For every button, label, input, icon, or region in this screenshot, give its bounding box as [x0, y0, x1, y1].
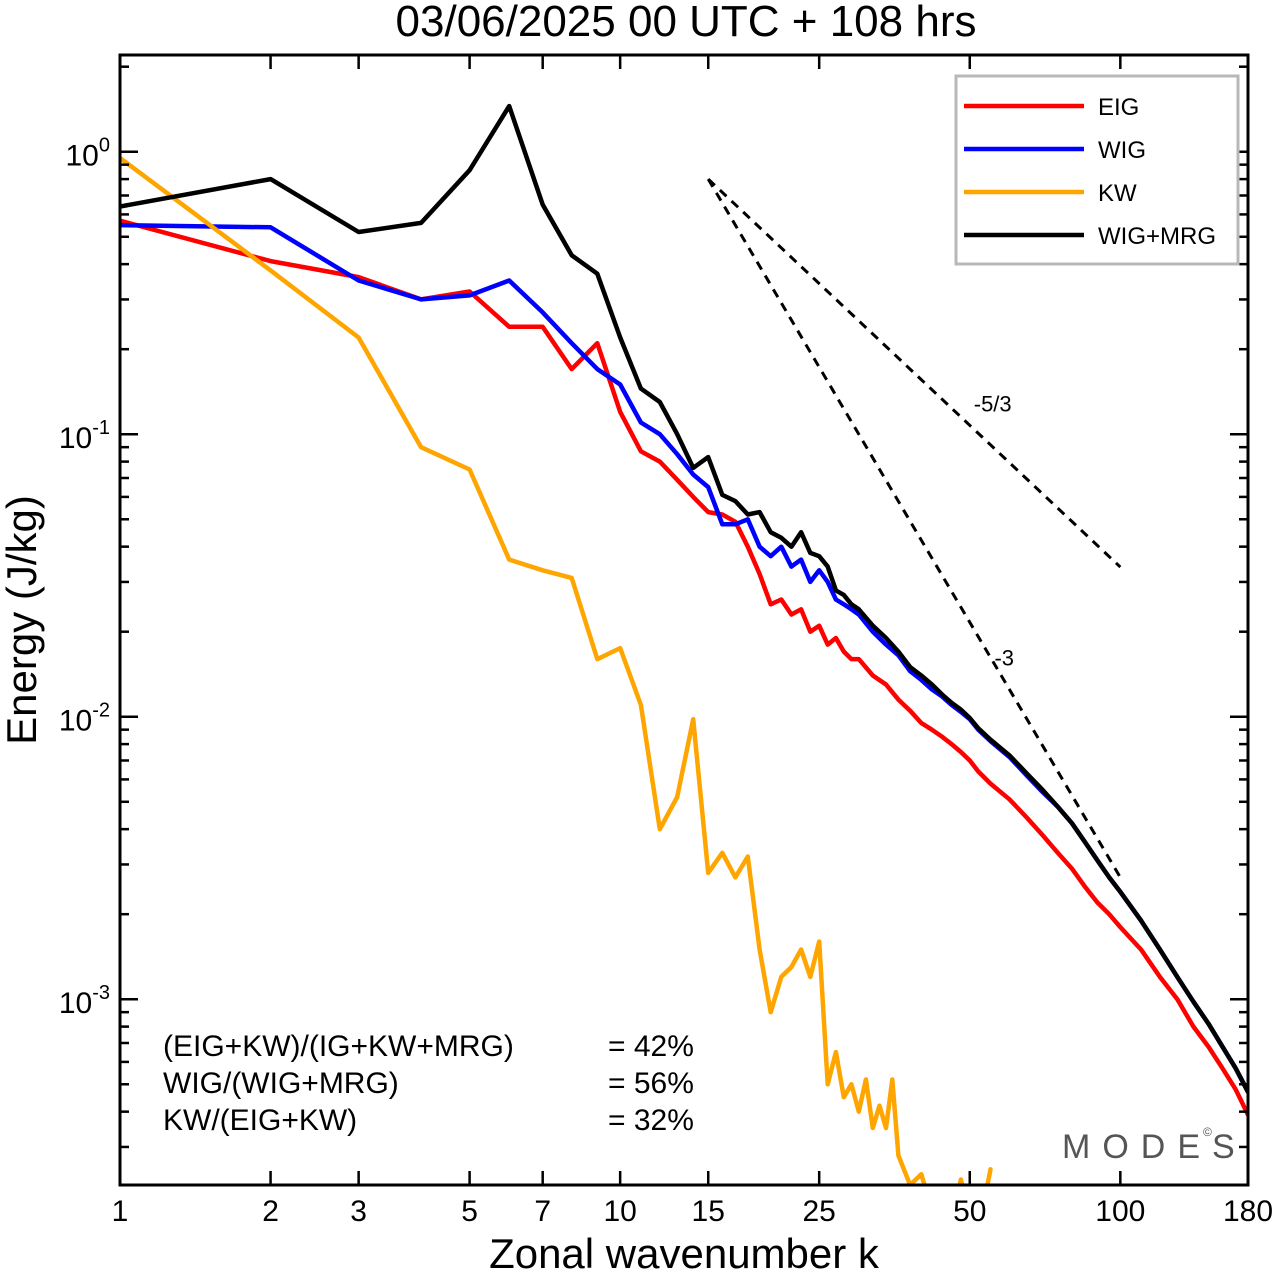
x-tick-label: 2 — [262, 1195, 279, 1228]
annotation-label: (EIG+KW)/(IG+KW+MRG) — [163, 1030, 514, 1063]
modes-watermark: MODES — [1062, 1128, 1247, 1166]
series-line-wig — [120, 222, 1248, 1095]
ratio-annotations: (EIG+KW)/(IG+KW+MRG) = 42% WIG/(WIG+MRG) = … — [163, 1030, 694, 1137]
annotation-value: = 56% — [608, 1067, 694, 1100]
x-tick-label: 180 — [1223, 1195, 1273, 1228]
x-tick-label: 10 — [603, 1195, 636, 1228]
series-layer — [120, 103, 1248, 1185]
x-tick-label: 3 — [350, 1195, 367, 1228]
y-tick-label: 10-3 — [59, 982, 110, 1020]
plot-frame — [118, 53, 1250, 1187]
legend-label: EIG — [1098, 94, 1139, 121]
x-tick-label: 50 — [953, 1195, 986, 1228]
axis-ticks: 1 2 3 5 7 10 15 25 50 100 180 100 10-1 10-2 10-3 — [59, 55, 1273, 1228]
annotation-value: = 42% — [608, 1030, 694, 1063]
x-tick-label: 100 — [1095, 1195, 1145, 1228]
x-tick-label: 7 — [534, 1195, 551, 1228]
reference-line-minus-5-3 — [707, 178, 1122, 569]
legend-label: KW — [1098, 180, 1137, 207]
x-tick-label: 5 — [461, 1195, 478, 1228]
annotation-value: = 32% — [608, 1104, 694, 1137]
x-axis-label: Zonal wavenumber k — [489, 1230, 880, 1277]
x-tick-label: 15 — [692, 1195, 725, 1228]
reference-line-label: -5/3 — [974, 391, 1012, 416]
y-axis-label: Energy (J/kg) — [0, 495, 45, 745]
copyright-mark: © — [1203, 1125, 1212, 1139]
y-tick-label: 10-1 — [59, 417, 110, 455]
x-tick-label: 1 — [112, 1195, 129, 1228]
y-tick-label: 10-2 — [59, 700, 110, 738]
series-line-kw — [120, 155, 993, 1185]
reference-line-label: -3 — [994, 645, 1014, 670]
annotation-label: WIG/(WIG+MRG) — [163, 1067, 399, 1100]
y-tick-label: 100 — [66, 135, 111, 173]
series-line-wig-mrg — [120, 103, 1248, 1095]
chart-title: 03/06/2025 00 UTC + 108 hrs — [396, 0, 977, 46]
reference-slope-lines: -5/3 -3 — [706, 178, 1122, 879]
legend-label: WIG — [1098, 137, 1146, 164]
reference-line-minus-3 — [706, 178, 1122, 879]
x-tick-label: 25 — [803, 1195, 836, 1228]
series-line-eig — [120, 218, 1248, 1118]
annotation-label: KW/(EIG+KW) — [163, 1104, 357, 1137]
legend: EIG WIG KW WIG+MRG — [954, 74, 1240, 266]
legend-label: WIG+MRG — [1098, 223, 1216, 250]
